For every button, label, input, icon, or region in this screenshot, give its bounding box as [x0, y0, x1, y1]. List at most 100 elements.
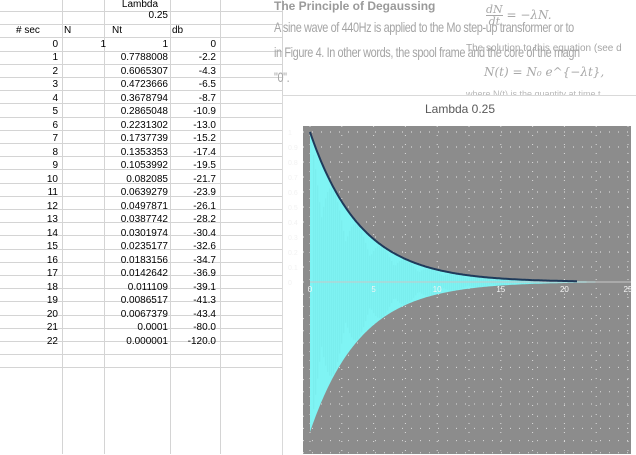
grid-line [0, 222, 282, 224]
grid-line [62, 0, 63, 454]
cell-sec[interactable]: 0 [52, 38, 58, 50]
y-tick-label: 0.8 [288, 160, 298, 167]
cell-nt[interactable]: 0.0639279 [120, 187, 168, 198]
cell-sec[interactable]: 20 [46, 308, 58, 320]
cell-sec[interactable]: 22 [46, 335, 58, 347]
header-sec[interactable]: # sec [16, 25, 40, 36]
cell-db[interactable]: -39.1 [193, 281, 216, 293]
cell-sec[interactable]: 15 [46, 241, 58, 252]
cell-sec[interactable]: 1 [52, 52, 58, 63]
cell-nt[interactable]: 0.011109 [127, 281, 168, 293]
eq-denominator: dt [488, 15, 501, 28]
grid-line [0, 327, 282, 329]
cell-db[interactable]: -120.0 [187, 335, 216, 347]
grid-line [0, 103, 282, 105]
cell-nt[interactable]: 0.6065307 [120, 65, 168, 77]
header-db[interactable]: db [172, 25, 184, 36]
cell-sec[interactable]: 2 [52, 65, 58, 77]
spreadsheet[interactable]: Lambda 0.25 # sec N Nt db 0 1 1 0 1 0.7788008 -2.2 2 0… [0, 0, 283, 454]
cell-sec[interactable]: 4 [52, 92, 58, 104]
cell-sec[interactable]: 6 [52, 119, 58, 131]
cell-sec[interactable]: 16 [46, 254, 58, 266]
cell-db[interactable]: -80.0 [193, 322, 216, 333]
cell-db[interactable]: -32.6 [193, 241, 216, 252]
cell-db[interactable]: -43.4 [193, 308, 216, 320]
cell-sec[interactable]: 5 [52, 106, 58, 117]
cell-nt[interactable]: 0.0067379 [120, 308, 168, 320]
cell-nt[interactable]: 0.0235177 [120, 241, 168, 252]
cell-sec[interactable]: 10 [46, 173, 58, 185]
cell-db[interactable]: -4.3 [198, 65, 216, 77]
grid-line [0, 248, 282, 250]
lambda-value[interactable]: 0.25 [148, 10, 168, 21]
cell-db[interactable]: -19.5 [193, 160, 216, 171]
cell-db[interactable]: -10.9 [193, 106, 216, 117]
cell-db[interactable]: -17.4 [193, 146, 216, 158]
x-tick-label: 15 [496, 285, 505, 294]
cell-sec[interactable]: 17 [46, 268, 58, 279]
cell-nt[interactable]: 0.0086517 [120, 295, 168, 306]
cell-nt[interactable]: 0.0387742 [120, 214, 168, 225]
cell-sec[interactable]: 9 [52, 160, 58, 171]
grid-line [0, 156, 282, 158]
cell-nt[interactable]: 0.0301974 [120, 227, 168, 239]
grid-line [0, 235, 282, 237]
cell-db[interactable]: -13.0 [193, 119, 216, 131]
cell-nt[interactable]: 0.3678794 [120, 92, 168, 104]
cell-sec[interactable]: 21 [46, 322, 58, 333]
decay-equation: dN dt = −λN. [486, 4, 552, 27]
cell-nt[interactable]: 0.4723666 [120, 79, 168, 90]
grid-line [0, 367, 282, 369]
y-tick-label: 0.1 [288, 265, 298, 272]
cell-nt[interactable]: 1 [162, 38, 168, 50]
cell-db[interactable]: -30.4 [193, 227, 216, 239]
cell-nt[interactable]: 0.0497871 [120, 200, 168, 212]
cell-sec[interactable]: 14 [46, 227, 58, 239]
y-tick-label: 0.4 [288, 220, 298, 227]
cell-db[interactable]: -15.2 [193, 133, 216, 144]
cell-nt[interactable]: 0.1737739 [120, 133, 168, 144]
cell-db[interactable]: -26.1 [193, 200, 216, 212]
cell-sec[interactable]: 3 [52, 79, 58, 90]
cell-nt[interactable]: 0.0142642 [120, 268, 168, 279]
y-tick-label: 0.3 [288, 235, 298, 242]
cell-db[interactable]: -6.5 [198, 79, 216, 90]
cell-sec[interactable]: 18 [46, 281, 58, 293]
cell-sec[interactable]: 13 [46, 214, 58, 225]
cell-sec[interactable]: 11 [47, 187, 58, 198]
cell-db[interactable]: 0 [210, 38, 216, 50]
cell-db[interactable]: -23.9 [193, 187, 216, 198]
cell-sec[interactable]: 7 [52, 133, 58, 144]
cell-sec[interactable]: 12 [46, 200, 58, 212]
x-tick-label: 10 [433, 285, 442, 294]
cell-db[interactable]: -36.9 [193, 268, 216, 279]
cell-nt[interactable]: 0.1353353 [120, 146, 168, 158]
grid-line [0, 301, 282, 303]
chart-container[interactable]: Lambda 0.25 0 0.1 0.2 0.3 0.4 0.5 0.6 0.7 0.8 0.9… [282, 95, 636, 455]
cell-nt[interactable]: 0.000001 [126, 335, 168, 347]
cell-nt[interactable]: 0.082085 [126, 173, 168, 185]
x-tick-label: 20 [560, 285, 569, 294]
cell-nt[interactable]: 0.2865048 [120, 106, 168, 117]
cell-db[interactable]: -28.2 [193, 214, 216, 225]
grid-line [170, 0, 171, 454]
cell-db[interactable]: -21.7 [193, 173, 216, 185]
cell-sec[interactable]: 8 [52, 146, 58, 158]
cell-db[interactable]: -41.3 [193, 295, 216, 306]
cell-sec[interactable]: 19 [46, 295, 58, 306]
article-line: A sine wave of 440Hz is applied to the M… [274, 19, 574, 35]
cell-nt[interactable]: 0.1053992 [120, 160, 168, 171]
x-tick-label: 0 [308, 285, 313, 294]
cell-db[interactable]: -8.7 [198, 92, 216, 104]
eq-rhs: = −λN. [506, 8, 552, 22]
header-nt[interactable]: Nt [112, 25, 122, 36]
cell-nt[interactable]: 0.0001 [137, 322, 168, 333]
cell-nt[interactable]: 0.7788008 [120, 52, 168, 63]
cell-nt[interactable]: 0.0183156 [120, 254, 168, 266]
header-n[interactable]: N [64, 25, 72, 36]
cell-nt[interactable]: 0.2231302 [120, 119, 168, 131]
cell-db[interactable]: -34.7 [193, 254, 216, 266]
cell-db[interactable]: -2.2 [198, 52, 216, 63]
lambda-label[interactable]: Lambda [121, 0, 159, 10]
cell-n[interactable]: 1 [100, 38, 106, 50]
